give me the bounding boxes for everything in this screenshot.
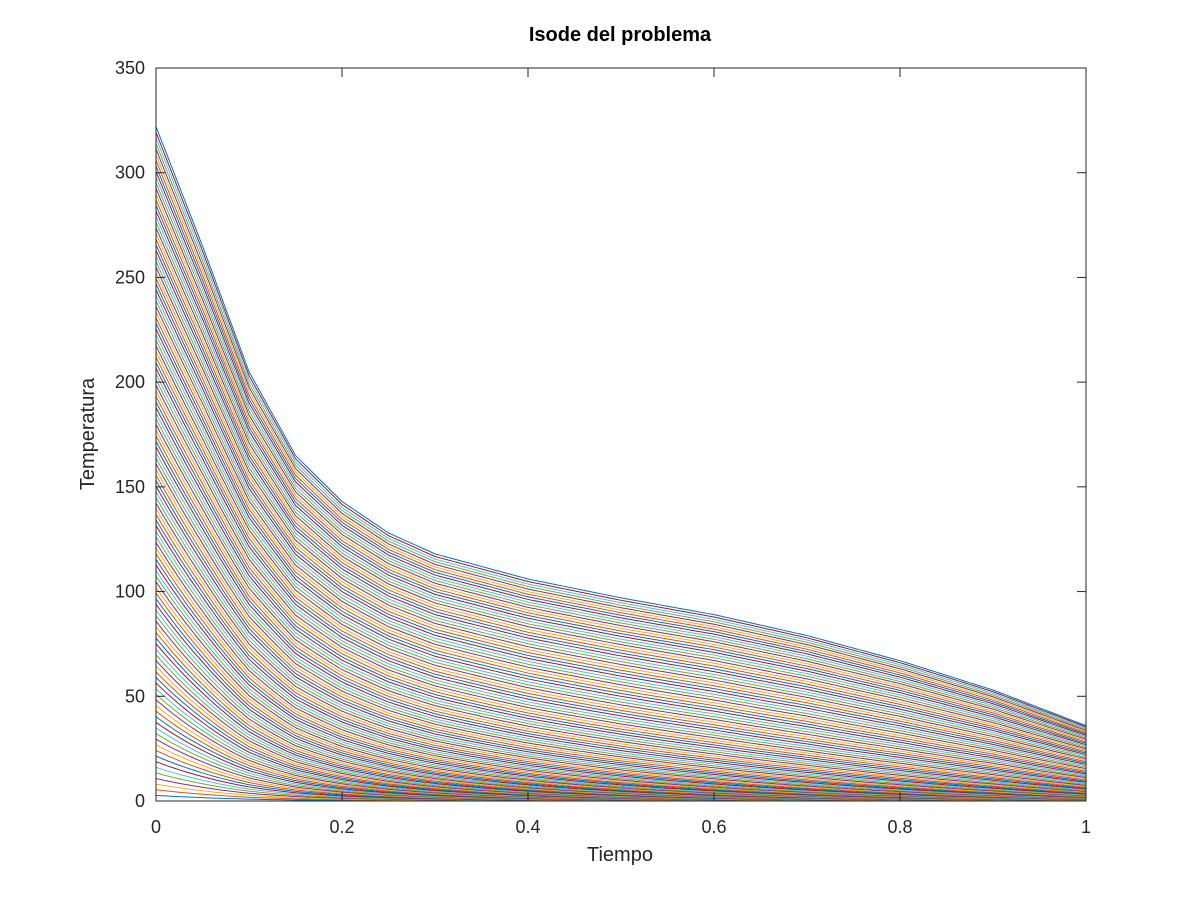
- series-line: [155, 435, 1087, 794]
- series-line: [155, 514, 1087, 800]
- axes-frame: [155, 67, 1087, 802]
- series-line: [155, 401, 1087, 789]
- series-line: [155, 407, 1087, 790]
- series-line: [155, 452, 1087, 796]
- series-line: [155, 210, 1087, 746]
- x-axis-title: Tiempo: [587, 844, 653, 866]
- series-line: [155, 362, 1087, 782]
- series-line: [155, 491, 1087, 799]
- series-line: [155, 283, 1087, 764]
- x-tick-label: 0.4: [515, 817, 540, 837]
- series-line: [155, 396, 1087, 788]
- series-line: [155, 323, 1087, 774]
- series-line: [155, 205, 1087, 744]
- series-line: [155, 334, 1087, 776]
- x-tick-label: 1: [1081, 817, 1091, 837]
- series-line: [155, 132, 1087, 728]
- series-line: [155, 306, 1087, 770]
- series-line: [155, 497, 1087, 799]
- series-line: [155, 368, 1087, 783]
- y-tick-label: 300: [115, 163, 145, 183]
- series-line: [155, 441, 1087, 794]
- series-line: [155, 199, 1087, 743]
- series-line: [155, 137, 1087, 729]
- series-line: [155, 429, 1087, 793]
- series-line: [155, 413, 1087, 791]
- series-line: [155, 317, 1087, 772]
- series-line: [155, 148, 1087, 731]
- axes-layer: [155, 67, 1087, 802]
- series-line: [155, 418, 1087, 792]
- x-tick-label: 0.6: [701, 817, 726, 837]
- series-line: [155, 227, 1087, 750]
- x-tick-label: 0.2: [329, 817, 354, 837]
- series-line: [155, 160, 1087, 734]
- series-line: [155, 233, 1087, 751]
- y-tick-label: 150: [115, 477, 145, 497]
- series-line: [155, 165, 1087, 735]
- series-layer: [155, 126, 1087, 802]
- series-line: [155, 351, 1087, 780]
- x-tick-label: 0: [151, 817, 161, 837]
- series-line: [155, 255, 1087, 757]
- series-line: [155, 463, 1087, 797]
- y-tick-label: 200: [115, 372, 145, 392]
- series-line: [155, 244, 1087, 754]
- x-tick-label: 0.8: [887, 817, 912, 837]
- series-line: [155, 530, 1087, 801]
- series-line: [155, 289, 1087, 765]
- series-line: [155, 171, 1087, 736]
- series-line: [155, 154, 1087, 733]
- series-line: [155, 373, 1087, 784]
- series-line: [155, 182, 1087, 739]
- series-line: [155, 300, 1087, 768]
- series-line: [155, 143, 1087, 730]
- series-line: [155, 261, 1087, 758]
- series-line: [155, 188, 1087, 740]
- series-line: [155, 480, 1087, 798]
- series-line: [155, 193, 1087, 742]
- series-line: [155, 278, 1087, 763]
- series-line: [155, 339, 1087, 777]
- ticks-layer: 0 0.2 0.4 0.6 0.8 1 0 50 100 150 200 250 300 350: [115, 58, 1091, 837]
- series-line: [155, 446, 1087, 795]
- series-line: [155, 384, 1087, 786]
- series-line: [155, 177, 1087, 738]
- series-line: [155, 379, 1087, 785]
- y-tick-label: 100: [115, 582, 145, 602]
- series-line: [155, 424, 1087, 792]
- series-line: [155, 345, 1087, 779]
- y-tick-label: 250: [115, 267, 145, 287]
- chart-title: Isode del problema: [529, 24, 712, 46]
- series-line: [155, 295, 1087, 767]
- series-line: [155, 469, 1087, 797]
- y-tick-label: 350: [115, 58, 145, 78]
- series-line: [155, 238, 1087, 753]
- y-tick-label: 0: [135, 791, 145, 811]
- series-line: [155, 272, 1087, 761]
- series-line: [155, 328, 1087, 775]
- series-line: [155, 457, 1087, 796]
- series-line: [155, 474, 1087, 798]
- series-line: [155, 311, 1087, 771]
- series-line: [155, 486, 1087, 798]
- series-line: [155, 216, 1087, 747]
- series-line: [155, 221, 1087, 748]
- series-line: [155, 266, 1087, 760]
- series-line: [155, 126, 1087, 727]
- series-line: [155, 250, 1087, 755]
- series-line: [155, 525, 1087, 800]
- series-line: [155, 519, 1087, 800]
- y-axis-title: Temperatura: [77, 377, 99, 490]
- y-tick-label: 50: [125, 686, 145, 706]
- series-line: [155, 356, 1087, 781]
- series-line: [155, 390, 1087, 787]
- series-line: [155, 502, 1087, 799]
- series-line: [155, 508, 1087, 800]
